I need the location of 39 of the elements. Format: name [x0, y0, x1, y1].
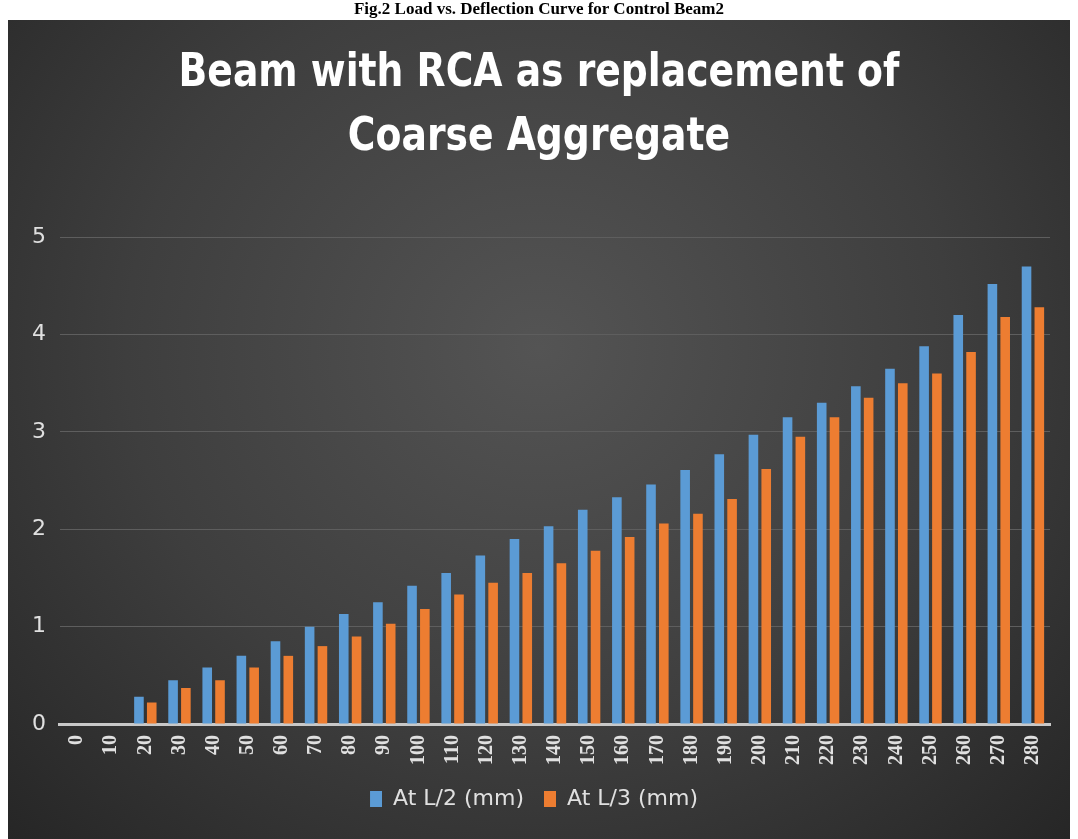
x-tick-label: 20 [132, 735, 155, 755]
y-tick-label: 0 [32, 709, 46, 735]
x-tick-label: 70 [303, 735, 326, 755]
x-tick-label: 50 [234, 735, 257, 755]
x-tick-label: 220 [815, 735, 838, 765]
caption: Fig.2 Load vs. Deflection Curve for Control Beam2 [353, 0, 725, 18]
x-tick-label: 40 [200, 735, 223, 755]
x-tick-label: 270 [985, 735, 1008, 765]
x-tick-label: 240 [883, 735, 906, 765]
y-tick-label: 4 [32, 320, 46, 346]
x-tick-label: 190 [712, 735, 735, 765]
x-tick-label: 60 [269, 735, 292, 755]
x-tick-label: 110 [439, 735, 462, 764]
x-tick-label: 160 [610, 735, 633, 765]
y-tick-label: 5 [32, 222, 46, 248]
x-tick-label: 0 [64, 735, 87, 745]
y-tick-label: 2 [32, 515, 46, 540]
x-tick-label: 10 [98, 735, 121, 755]
legend-label: At L/2 (mm) [393, 784, 524, 810]
x-tick-label: 30 [166, 735, 189, 755]
legend-label: At L/3 (mm) [567, 784, 698, 810]
x-tick-label: 100 [405, 735, 428, 765]
x-tick-label: 250 [917, 735, 940, 765]
x-tick-label: 210 [781, 735, 804, 765]
x-tick-label: 90 [371, 735, 394, 755]
x-tick-label: 180 [678, 735, 701, 765]
x-tick-label: 170 [644, 735, 667, 765]
x-tick-label: 130 [508, 735, 531, 765]
x-tick-label: 280 [1020, 735, 1043, 765]
y-tick-label: 1 [32, 612, 46, 638]
x-tick-label: 120 [473, 735, 496, 765]
x-tick-label: 230 [849, 735, 872, 765]
x-tick-label: 80 [337, 735, 360, 755]
x-tick-label: 140 [542, 735, 565, 765]
y-tick-label: 3 [32, 417, 46, 443]
x-tick-label: 200 [747, 735, 769, 765]
chart-title: Beam with RCA as replacement of Coarse Aggregate [177, 42, 901, 163]
x-tick-label: 150 [576, 735, 599, 765]
x-tick-label: 260 [951, 735, 974, 765]
